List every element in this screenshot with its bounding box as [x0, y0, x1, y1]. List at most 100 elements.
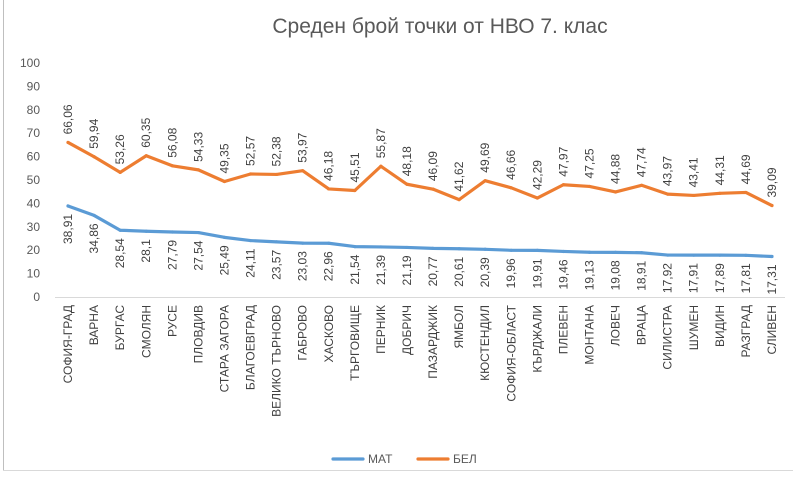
x-tick-label: ПАЗАРДЖИК: [426, 305, 440, 379]
data-label-bel: 56,08: [165, 127, 179, 157]
data-label-mat: 23,03: [296, 251, 310, 281]
data-label-bel: 39,09: [765, 167, 779, 197]
data-label-mat: 38,91: [61, 214, 75, 244]
x-tick-label: СИЛИСТРА: [661, 305, 675, 370]
series-0-point: [248, 238, 253, 243]
y-tick-label: 10: [27, 267, 41, 281]
data-label-bel: 53,26: [113, 134, 127, 164]
data-label-bel: 66,06: [61, 104, 75, 134]
series-0-point: [692, 253, 696, 257]
series-0-point: [66, 204, 70, 208]
series-0-point: [587, 250, 592, 254]
frame-border-left: [3, 0, 4, 470]
series-1-point: [170, 164, 174, 168]
series-0-point: [353, 244, 357, 249]
x-tick-label: СОФИЯ-ОБЛАСТ: [504, 304, 518, 401]
y-tick-label: 50: [27, 173, 41, 187]
data-label-bel: 43,97: [661, 156, 675, 186]
data-label-mat: 25,49: [217, 245, 231, 275]
series-1-point: [301, 169, 305, 173]
series-0-point: [301, 241, 305, 245]
series-0-point: [405, 245, 409, 250]
data-label-bel: 41,62: [452, 161, 466, 191]
series-0-point: [770, 254, 774, 259]
series-0-point: [640, 251, 644, 255]
series-0-point: [666, 253, 670, 257]
series-0-point: [457, 247, 461, 251]
data-label-bel: 47,74: [635, 147, 649, 177]
x-tick-label: ДОБРИЧ: [400, 305, 414, 355]
frame-border-bottom: [3, 470, 793, 471]
series-0-point: [327, 241, 331, 245]
data-label-mat: 18,91: [635, 260, 649, 290]
x-tick-label: ХАСКОВО: [322, 305, 336, 363]
series-0-point: [275, 240, 279, 244]
y-tick-label: 0: [33, 290, 40, 304]
series-1-point: [666, 192, 670, 196]
series-1-point: [561, 183, 565, 187]
series-1-point: [248, 172, 253, 176]
data-label-bel: 44,31: [713, 155, 727, 185]
x-tick-label: ШУМЕН: [687, 305, 701, 350]
series-1-point: [222, 179, 227, 184]
data-label-bel: 44,88: [609, 154, 623, 184]
series-0-point: [118, 228, 122, 232]
data-label-mat: 17,89: [713, 263, 727, 293]
y-tick-label: 60: [27, 150, 41, 164]
x-tick-label: КЪРДЖАЛИ: [530, 305, 544, 373]
data-label-mat: 19,13: [582, 260, 596, 290]
x-tick-label: ЯМБОЛ: [452, 305, 466, 348]
series-1-point: [770, 203, 774, 208]
data-label-bel: 46,66: [504, 149, 518, 179]
series-0-point: [535, 248, 539, 253]
series-1-point: [66, 140, 70, 145]
series-1-point: [587, 184, 592, 189]
data-label-mat: 27,54: [191, 240, 205, 270]
series-0-point: [744, 253, 748, 257]
legend: МАТ БЕЛ: [331, 452, 477, 466]
data-label-mat: 17,91: [687, 263, 701, 293]
data-label-bel: 42,29: [530, 160, 544, 190]
data-label-mat: 34,86: [87, 223, 101, 253]
x-tick-label: СМОЛЯН: [139, 305, 153, 358]
data-labels-layer: 38,91 34,86 28,54 28,1 27,79 27,54 25,49 24,11 2…: [61, 104, 779, 294]
data-label-mat: 17,92: [661, 263, 675, 293]
data-label-mat: 20,61: [452, 256, 466, 286]
y-tick-label: 30: [27, 220, 41, 234]
y-tick-label: 70: [27, 126, 41, 140]
data-label-mat: 22,96: [322, 251, 336, 281]
series-0-point: [561, 249, 565, 254]
series-0-point: [613, 250, 618, 254]
x-tick-label: ВИДИН: [713, 305, 727, 347]
series-0-point: [431, 246, 435, 250]
data-label-bel: 48,18: [400, 146, 414, 176]
data-label-mat: 19,91: [530, 258, 544, 288]
data-label-bel: 44,69: [739, 154, 753, 184]
data-label-bel: 45,51: [348, 152, 362, 182]
data-label-mat: 21,19: [400, 255, 414, 285]
x-tick-label: ЛОВЕЧ: [609, 305, 623, 346]
data-label-mat: 23,57: [270, 250, 284, 280]
series-line-0: [66, 204, 774, 259]
series-layer: [66, 140, 774, 259]
legend-label-1: БЕЛ: [453, 452, 477, 466]
series-0-point: [222, 235, 227, 239]
data-label-bel: 55,87: [374, 128, 388, 158]
x-tick-label: СЛИВЕН: [765, 305, 779, 354]
data-label-mat: 20,39: [478, 257, 492, 287]
series-0-point: [170, 230, 174, 234]
data-label-mat: 19,96: [504, 258, 518, 288]
series-1-point: [275, 172, 279, 177]
x-tick-label: ВРАЦА: [635, 305, 649, 345]
x-tick-label: СОФИЯ-ГРАД: [61, 305, 75, 383]
y-tick-label: 90: [27, 79, 41, 93]
y-axis: 0 10 20 30 40 50 60 70 80 90 100: [20, 56, 40, 304]
data-label-bel: 52,38: [270, 136, 284, 166]
data-label-mat: 19,08: [609, 260, 623, 290]
data-label-bel: 47,97: [556, 146, 570, 176]
x-tick-label: БЛАГОЕВГРАД: [244, 305, 258, 390]
series-1-point: [640, 183, 644, 187]
series-1-point: [379, 164, 383, 168]
series-1-point: [509, 186, 513, 190]
